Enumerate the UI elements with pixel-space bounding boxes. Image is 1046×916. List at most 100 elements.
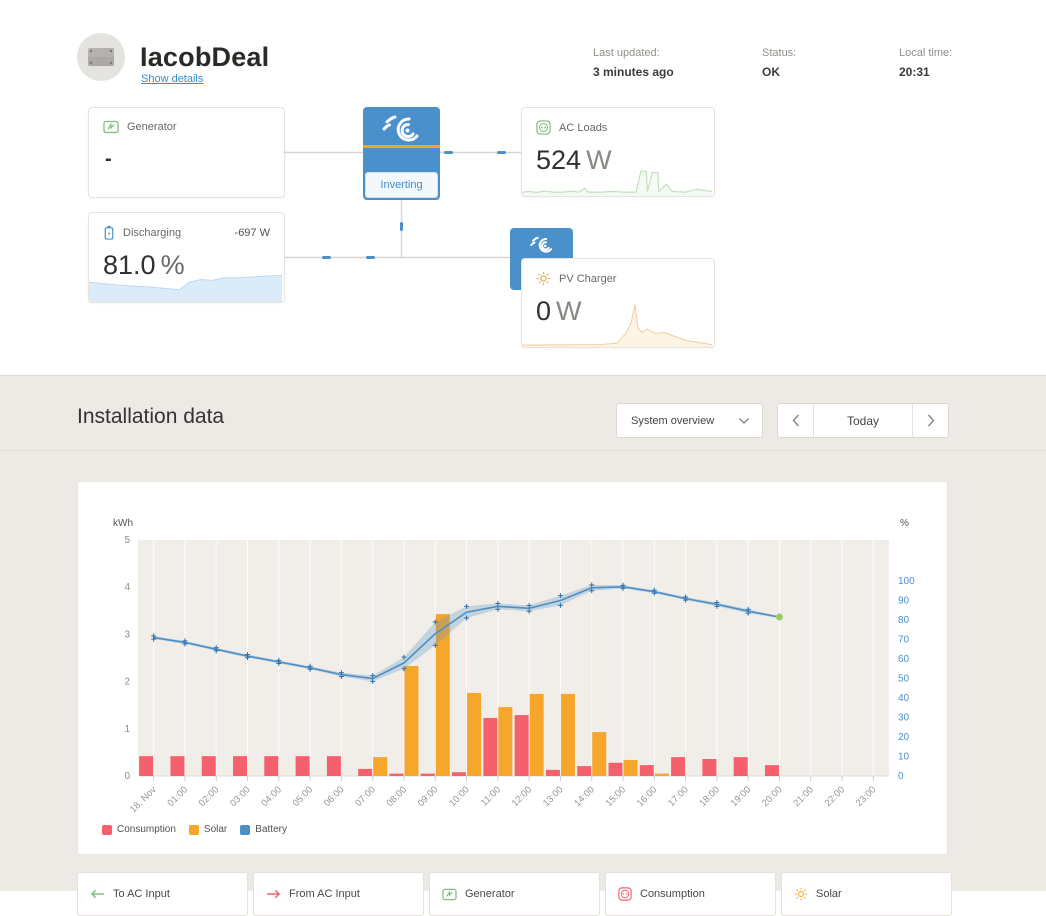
chevron-down-icon <box>739 417 749 424</box>
svg-text:4: 4 <box>124 582 130 593</box>
battery-soc-value: 81.0 <box>103 250 156 280</box>
battery-card: Discharging -697 W 81.0% <box>88 212 285 303</box>
svg-text:04:00: 04:00 <box>259 784 284 809</box>
section-title: Installation data <box>77 405 225 428</box>
ac-loads-unit: W <box>586 145 612 175</box>
generator-icon <box>103 120 119 134</box>
installation-chart-card: kWh% 0 1 2 3 4 5 0 10 20 30 40 50 60 70 80 90 100 18. Nov 0… <box>77 481 948 855</box>
battery-sparkline <box>89 256 284 302</box>
system-overview-chart: kWh% 0 1 2 3 4 5 0 10 20 30 40 50 60 70 80 90 100 18. Nov 0… <box>78 482 947 818</box>
summary-card-consumption: Consumption <box>605 872 776 916</box>
inverter-state-badge: Inverting <box>365 172 438 198</box>
svg-text:22:00: 22:00 <box>823 784 848 809</box>
svg-text:18:00: 18:00 <box>697 784 722 809</box>
ac-loads-label: AC Loads <box>559 121 608 134</box>
legend-item-solar[interactable]: Solar <box>188 824 228 835</box>
svg-text:17:00: 17:00 <box>666 784 691 809</box>
show-details-link[interactable]: Show details <box>141 73 204 85</box>
svg-text:14:00: 14:00 <box>572 784 597 809</box>
inverter-orange-stripe <box>363 145 440 148</box>
inverter-block: Inverting <box>363 107 440 200</box>
svg-text:13:00: 13:00 <box>541 784 566 809</box>
svg-text:12:00: 12:00 <box>510 784 535 809</box>
summary-card-to-ac-input: To AC Input <box>77 872 248 916</box>
plug-icon <box>618 887 632 901</box>
date-navigation: Today <box>777 403 949 438</box>
svg-text:05:00: 05:00 <box>291 784 316 809</box>
chart-legend: Consumption Solar Battery <box>102 824 287 835</box>
prev-day-button[interactable] <box>778 404 813 437</box>
status-state: Status: OK <box>762 47 797 79</box>
svg-text:07:00: 07:00 <box>353 784 378 809</box>
sun-icon <box>794 887 808 901</box>
svg-text:30: 30 <box>898 713 910 724</box>
svg-text:10:00: 10:00 <box>447 784 472 809</box>
svg-text:1: 1 <box>124 724 130 735</box>
summary-card-generator: Generator <box>429 872 600 916</box>
generator-card: Generator - <box>88 107 285 198</box>
installation-data-band <box>0 375 1046 451</box>
status-local-time: Local time: 20:31 <box>899 47 953 79</box>
today-button[interactable]: Today <box>813 404 913 437</box>
svg-text:90: 90 <box>898 596 910 607</box>
svg-text:11:00: 11:00 <box>479 784 503 808</box>
generator-icon <box>442 888 457 900</box>
ac-outlet-icon <box>536 120 551 135</box>
legend-item-battery[interactable]: Battery <box>240 824 287 835</box>
summary-card-solar: Solar <box>781 872 952 916</box>
chevron-right-icon <box>927 414 934 427</box>
svg-text:19:00: 19:00 <box>729 784 754 809</box>
legend-label: Consumption <box>117 824 176 835</box>
status-last-updated: Last updated: 3 minutes ago <box>593 47 674 79</box>
svg-text:10: 10 <box>898 752 910 763</box>
pv-charger-value: 0 <box>536 296 552 326</box>
legend-swatch <box>188 824 199 835</box>
svg-text:2: 2 <box>124 677 130 688</box>
chevron-left-icon <box>792 414 799 427</box>
svg-text:%: % <box>900 518 909 529</box>
overview-select[interactable]: System overview <box>616 403 763 438</box>
ac-loads-card: AC Loads 524 W <box>521 107 715 197</box>
svg-text:01:00: 01:00 <box>165 784 190 809</box>
ac-loads-value: 524 <box>536 145 582 175</box>
battery-soc-unit: % <box>160 250 185 280</box>
svg-text:23:00: 23:00 <box>854 784 879 809</box>
svg-text:0: 0 <box>898 771 904 782</box>
battery-power: -697 W <box>234 226 270 239</box>
pv-charger-unit: W <box>556 296 582 326</box>
device-photo-icon <box>88 48 114 66</box>
summary-card-from-ac-input: From AC Input <box>253 872 424 916</box>
svg-text:20:00: 20:00 <box>760 784 785 809</box>
victron-logo-icon <box>382 115 418 142</box>
installation-avatar <box>77 33 125 81</box>
svg-text:60: 60 <box>898 654 910 665</box>
next-day-button[interactable] <box>913 404 948 437</box>
svg-text:21:00: 21:00 <box>791 784 816 809</box>
svg-text:100: 100 <box>898 576 915 587</box>
svg-text:18. Nov: 18. Nov <box>128 784 159 815</box>
svg-text:02:00: 02:00 <box>197 784 222 809</box>
legend-label: Battery <box>255 824 287 835</box>
svg-text:kWh: kWh <box>113 518 133 529</box>
battery-state-label: Discharging <box>123 226 182 239</box>
svg-text:70: 70 <box>898 635 910 646</box>
svg-text:40: 40 <box>898 693 910 704</box>
pv-charger-label: PV Charger <box>559 272 617 285</box>
legend-item-consumption[interactable]: Consumption <box>102 824 176 835</box>
svg-text:09:00: 09:00 <box>416 784 441 809</box>
svg-text:50: 50 <box>898 674 910 685</box>
svg-text:03:00: 03:00 <box>228 784 253 809</box>
generator-label: Generator <box>127 121 177 133</box>
legend-label: Solar <box>203 824 228 835</box>
pv-sparkline <box>522 299 714 347</box>
sun-icon <box>536 271 551 286</box>
svg-text:80: 80 <box>898 615 910 626</box>
battery-icon <box>104 225 114 240</box>
svg-text:20: 20 <box>898 732 910 743</box>
svg-text:0: 0 <box>124 771 130 782</box>
ac-loads-sparkline <box>522 164 714 196</box>
summary-cards-row: To AC Input From AC Input Generator Cons… <box>77 872 952 916</box>
svg-text:08:00: 08:00 <box>385 784 410 809</box>
page-title: IacobDeal <box>140 42 270 72</box>
